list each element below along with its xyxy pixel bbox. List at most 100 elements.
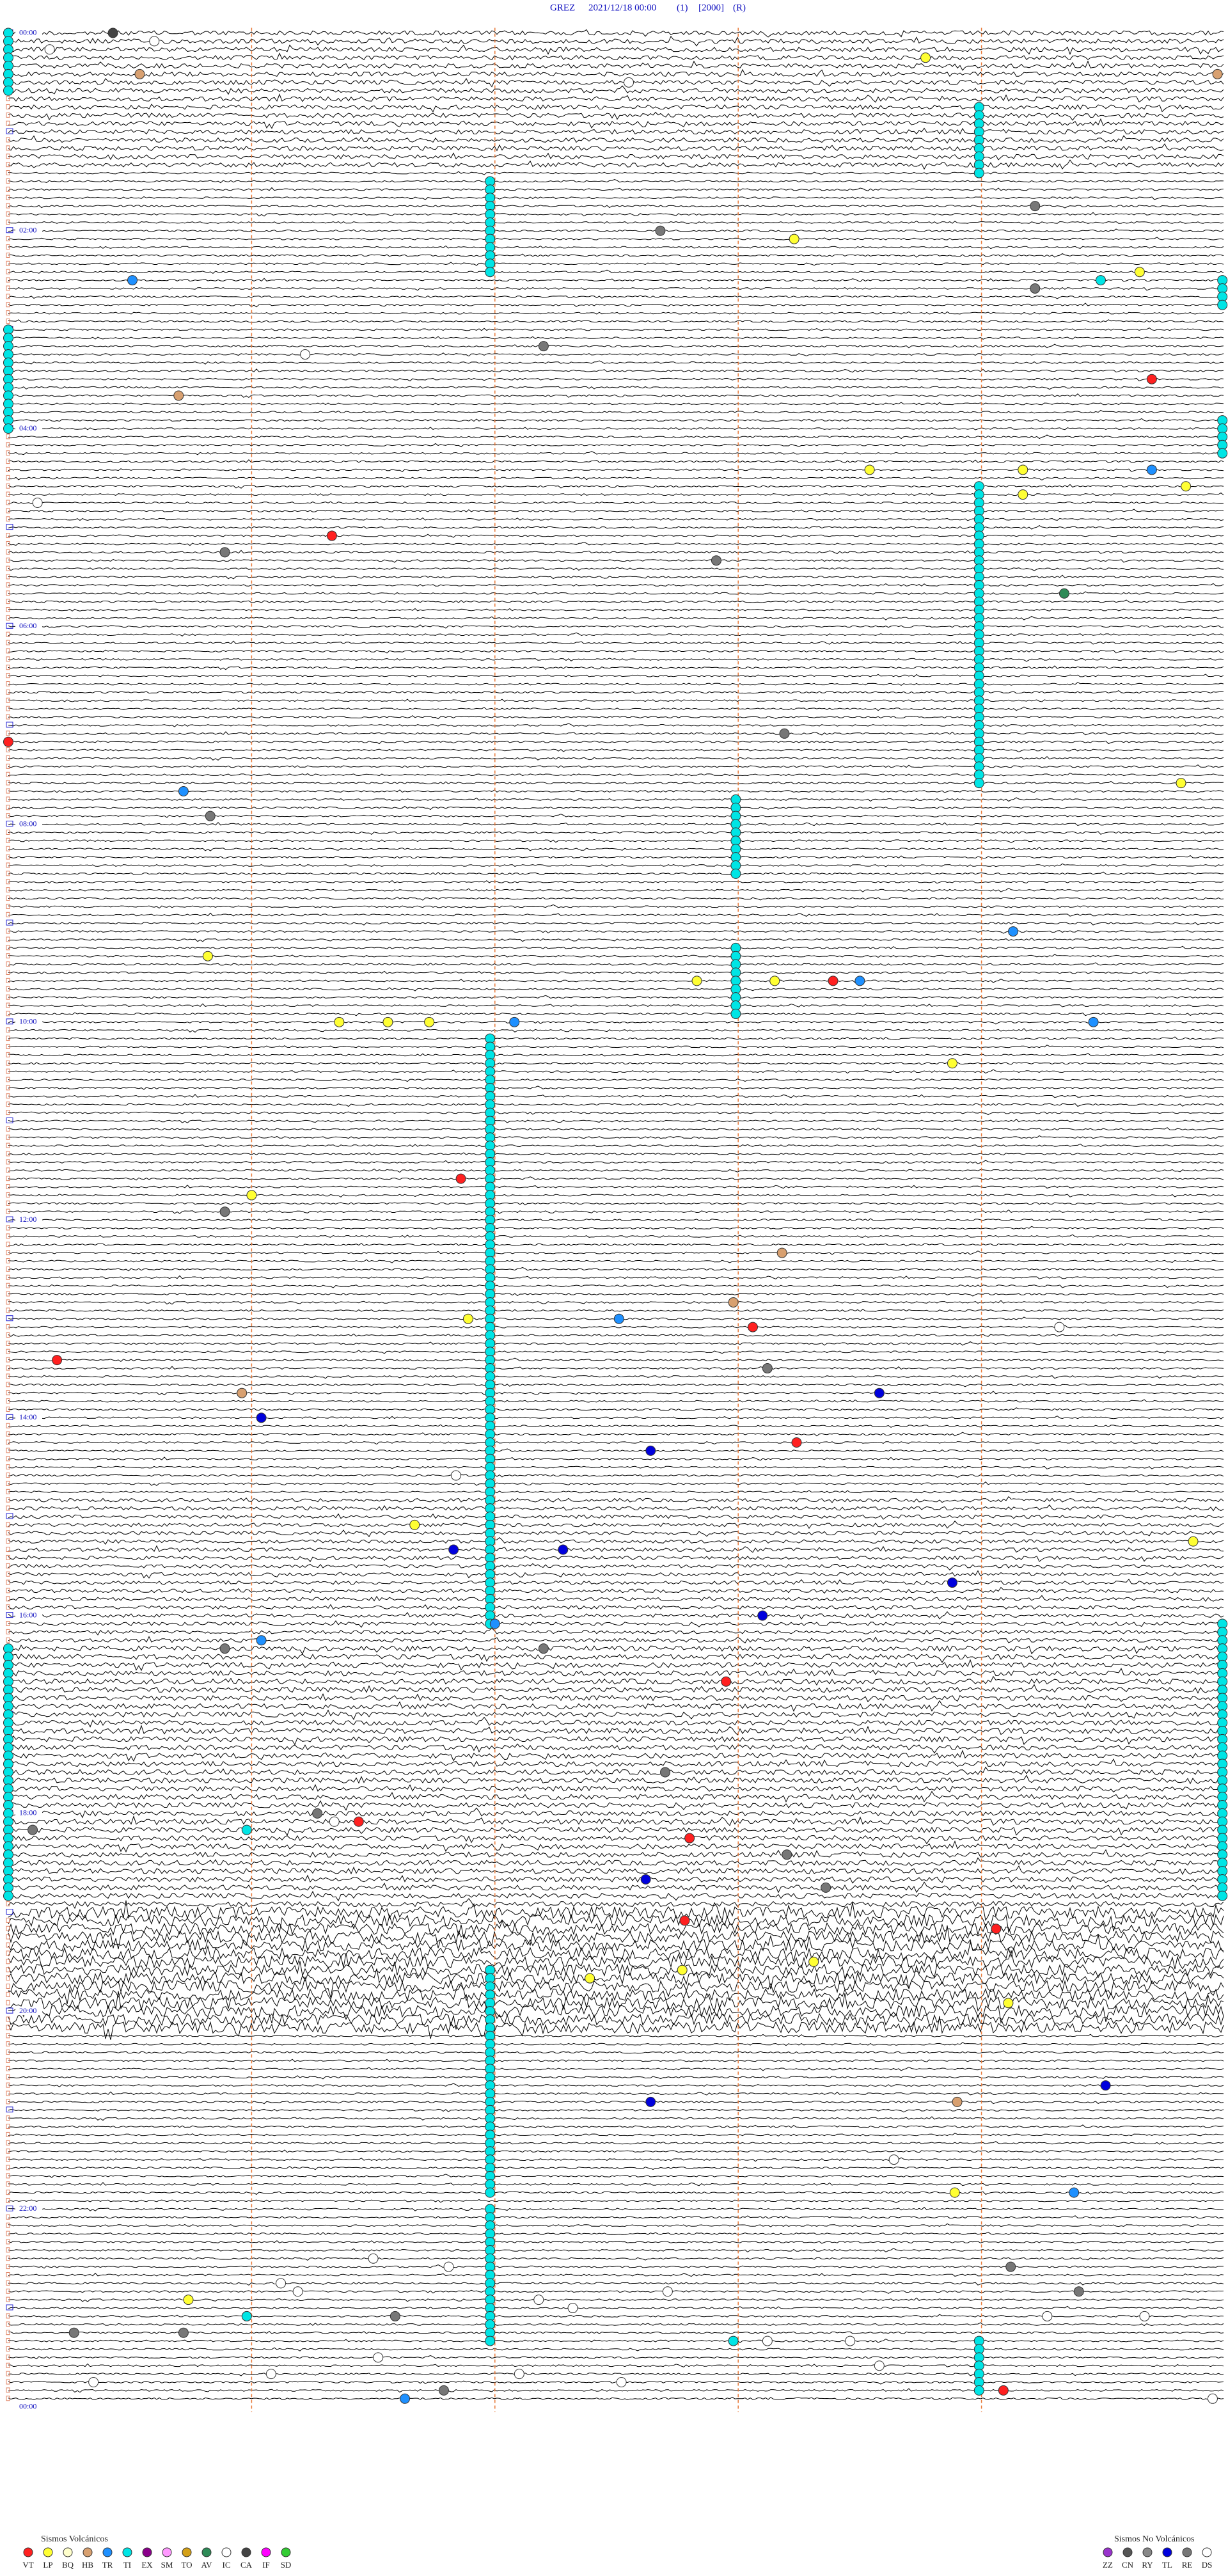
tick-marker bbox=[6, 903, 10, 909]
trace bbox=[8, 1941, 1224, 1962]
tick-marker bbox=[6, 2256, 10, 2261]
tick-marker bbox=[6, 1480, 10, 1486]
trace bbox=[8, 1961, 1224, 1980]
tick-marker bbox=[6, 2396, 10, 2401]
tick-marker bbox=[6, 2222, 10, 2228]
trace bbox=[8, 1481, 1224, 1487]
trace bbox=[8, 1735, 1224, 1746]
trace bbox=[8, 2289, 1224, 2294]
trace bbox=[8, 1160, 1224, 1165]
trace bbox=[8, 1900, 1224, 1922]
time-label: 14:00 bbox=[19, 1412, 36, 1421]
trace bbox=[8, 1578, 1224, 1585]
event bbox=[691, 976, 702, 986]
trace bbox=[8, 2248, 1224, 2253]
tick-marker bbox=[6, 771, 10, 777]
legend-code: HB bbox=[82, 2560, 93, 2570]
trace bbox=[8, 1094, 1224, 1098]
event bbox=[1003, 1998, 1014, 2009]
trace bbox=[8, 880, 1224, 884]
tick-marker bbox=[6, 2140, 10, 2145]
hour-marker bbox=[6, 2007, 13, 2014]
trace bbox=[8, 682, 1224, 686]
trace bbox=[8, 1111, 1224, 1116]
trace bbox=[8, 1991, 1224, 2013]
event-run bbox=[1217, 1890, 1228, 1901]
trace bbox=[8, 127, 1224, 135]
trace bbox=[8, 2264, 1224, 2269]
event bbox=[219, 1206, 230, 1217]
trace bbox=[8, 1251, 1224, 1255]
trace bbox=[8, 393, 1224, 399]
trace bbox=[8, 2083, 1224, 2088]
tick-marker bbox=[6, 1348, 10, 1354]
event bbox=[276, 2278, 287, 2289]
tick-marker bbox=[6, 154, 10, 159]
trace bbox=[8, 674, 1224, 677]
tick-marker bbox=[6, 137, 10, 143]
trace bbox=[8, 1604, 1224, 1611]
trace bbox=[8, 187, 1224, 191]
tick-marker bbox=[6, 2264, 10, 2270]
trace bbox=[8, 1881, 1224, 1893]
tick-marker bbox=[6, 2313, 10, 2319]
tick-marker bbox=[6, 450, 10, 456]
tick-marker bbox=[6, 244, 10, 250]
hour-marker bbox=[6, 1117, 13, 1123]
trace bbox=[8, 2141, 1224, 2145]
event bbox=[149, 36, 160, 47]
event bbox=[1212, 68, 1223, 79]
trace bbox=[8, 1135, 1224, 1139]
time-label: 02:00 bbox=[19, 226, 36, 235]
trace bbox=[8, 748, 1224, 753]
trace bbox=[8, 1325, 1224, 1329]
trace bbox=[8, 204, 1224, 209]
time-label: 00:00 bbox=[19, 28, 36, 36]
trace bbox=[8, 871, 1224, 875]
tick-marker bbox=[6, 665, 10, 670]
legend-code: IC bbox=[223, 2560, 231, 2570]
trace bbox=[8, 2305, 1224, 2309]
trace bbox=[8, 2124, 1224, 2128]
tick-marker bbox=[6, 1233, 10, 1239]
event bbox=[624, 77, 634, 88]
tick-marker bbox=[6, 2214, 10, 2220]
event-run bbox=[1217, 299, 1228, 310]
trace bbox=[8, 2100, 1224, 2105]
tick-marker bbox=[6, 1934, 10, 1940]
tick-marker bbox=[6, 689, 10, 695]
label-bg bbox=[15, 2402, 42, 2411]
tick-marker bbox=[6, 1142, 10, 1148]
tick-marker bbox=[6, 1398, 10, 1404]
tick-marker bbox=[6, 879, 10, 885]
tick-marker bbox=[6, 1011, 10, 1016]
tick-marker bbox=[6, 631, 10, 637]
trace bbox=[8, 591, 1224, 596]
event bbox=[237, 1387, 248, 1398]
tick-marker bbox=[6, 1308, 10, 1313]
trace bbox=[8, 2157, 1224, 2162]
tick-marker bbox=[6, 434, 10, 439]
tick-marker bbox=[6, 277, 10, 283]
event bbox=[662, 2286, 673, 2297]
tick-marker bbox=[6, 2181, 10, 2187]
trace bbox=[8, 699, 1224, 702]
tick-marker bbox=[6, 2321, 10, 2327]
event bbox=[489, 1618, 500, 1629]
tick-marker bbox=[6, 112, 10, 118]
event-run bbox=[485, 267, 496, 278]
trace bbox=[8, 1840, 1224, 1853]
tick-marker bbox=[6, 170, 10, 176]
tick-marker bbox=[6, 1027, 10, 1033]
tick-marker bbox=[6, 607, 10, 613]
tick-marker bbox=[6, 178, 10, 184]
trace bbox=[8, 937, 1224, 942]
tick-marker bbox=[6, 599, 10, 604]
trace bbox=[8, 2330, 1224, 2335]
event bbox=[757, 1610, 768, 1621]
trace bbox=[8, 2165, 1224, 2170]
legend-code: ZZ bbox=[1103, 2560, 1113, 2570]
legend-code: LP bbox=[43, 2560, 52, 2570]
tick-marker bbox=[6, 533, 10, 539]
event bbox=[173, 390, 184, 401]
